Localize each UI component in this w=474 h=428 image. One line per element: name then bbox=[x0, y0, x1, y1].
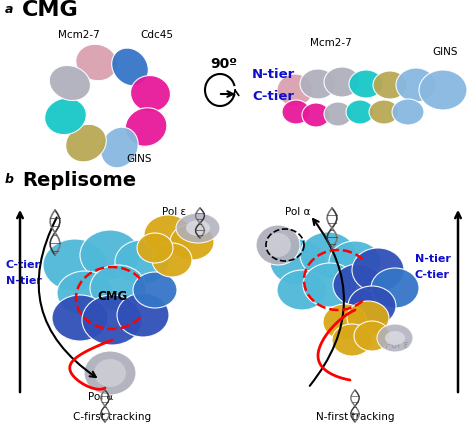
Ellipse shape bbox=[112, 48, 148, 86]
Ellipse shape bbox=[57, 271, 113, 315]
Ellipse shape bbox=[300, 232, 356, 278]
Ellipse shape bbox=[80, 230, 140, 280]
Ellipse shape bbox=[84, 351, 136, 395]
Ellipse shape bbox=[332, 324, 372, 356]
Ellipse shape bbox=[348, 286, 396, 326]
Ellipse shape bbox=[377, 324, 413, 352]
Ellipse shape bbox=[152, 243, 192, 277]
Ellipse shape bbox=[303, 263, 357, 307]
Ellipse shape bbox=[369, 100, 399, 124]
Ellipse shape bbox=[170, 224, 214, 260]
Text: N-tier: N-tier bbox=[6, 276, 42, 286]
Ellipse shape bbox=[186, 220, 210, 236]
Ellipse shape bbox=[43, 239, 107, 291]
Text: CMG: CMG bbox=[97, 290, 127, 303]
Text: C-tier: C-tier bbox=[6, 260, 41, 270]
Ellipse shape bbox=[349, 70, 383, 98]
Ellipse shape bbox=[373, 71, 407, 99]
Ellipse shape bbox=[352, 248, 404, 292]
Text: N-tier: N-tier bbox=[415, 254, 451, 264]
Text: C-tier: C-tier bbox=[252, 90, 294, 103]
Ellipse shape bbox=[115, 240, 169, 284]
Text: Pol ε: Pol ε bbox=[385, 340, 409, 350]
Ellipse shape bbox=[52, 295, 108, 341]
Ellipse shape bbox=[94, 359, 126, 387]
Ellipse shape bbox=[125, 108, 167, 146]
Ellipse shape bbox=[392, 99, 424, 125]
Ellipse shape bbox=[354, 321, 390, 351]
Ellipse shape bbox=[419, 70, 467, 110]
Ellipse shape bbox=[277, 270, 327, 310]
Text: C-tier: C-tier bbox=[415, 270, 450, 280]
Ellipse shape bbox=[82, 295, 142, 345]
Text: b: b bbox=[5, 173, 14, 186]
Text: CMG: CMG bbox=[22, 0, 79, 20]
Circle shape bbox=[93, 90, 123, 120]
Ellipse shape bbox=[49, 65, 91, 101]
Text: Pol ε: Pol ε bbox=[162, 207, 186, 217]
Text: GINS: GINS bbox=[432, 47, 457, 57]
Ellipse shape bbox=[76, 44, 118, 81]
Ellipse shape bbox=[265, 233, 291, 257]
Ellipse shape bbox=[324, 102, 352, 126]
Text: C-first tracking: C-first tracking bbox=[73, 412, 151, 422]
Text: Mcm2-7: Mcm2-7 bbox=[310, 38, 352, 48]
Text: Pol α: Pol α bbox=[88, 392, 113, 402]
Ellipse shape bbox=[130, 76, 171, 112]
Ellipse shape bbox=[90, 265, 146, 311]
Text: Pol α: Pol α bbox=[285, 207, 310, 217]
Ellipse shape bbox=[117, 293, 169, 337]
Text: Mcm2-7: Mcm2-7 bbox=[58, 30, 100, 40]
Ellipse shape bbox=[277, 74, 313, 106]
Text: a: a bbox=[5, 3, 13, 16]
Ellipse shape bbox=[385, 331, 405, 345]
Ellipse shape bbox=[282, 100, 310, 124]
Ellipse shape bbox=[329, 241, 381, 283]
Ellipse shape bbox=[176, 213, 220, 243]
Text: N-first tracking: N-first tracking bbox=[316, 412, 394, 422]
Ellipse shape bbox=[137, 233, 173, 263]
Ellipse shape bbox=[45, 98, 86, 134]
Text: N-tier: N-tier bbox=[252, 68, 295, 81]
Ellipse shape bbox=[256, 225, 300, 265]
Ellipse shape bbox=[300, 69, 336, 99]
Text: GINS: GINS bbox=[126, 154, 152, 164]
Ellipse shape bbox=[302, 103, 330, 127]
Ellipse shape bbox=[371, 268, 419, 308]
Ellipse shape bbox=[144, 215, 192, 255]
Ellipse shape bbox=[66, 124, 106, 162]
Text: Cdc45: Cdc45 bbox=[140, 30, 173, 40]
Text: Replisome: Replisome bbox=[22, 171, 136, 190]
Ellipse shape bbox=[333, 264, 383, 306]
Ellipse shape bbox=[133, 272, 177, 308]
Ellipse shape bbox=[100, 127, 138, 168]
Ellipse shape bbox=[346, 100, 374, 124]
Ellipse shape bbox=[347, 301, 389, 335]
Text: 90º: 90º bbox=[210, 57, 237, 71]
Ellipse shape bbox=[270, 239, 326, 285]
Ellipse shape bbox=[323, 304, 367, 340]
Ellipse shape bbox=[396, 68, 436, 102]
Ellipse shape bbox=[324, 67, 360, 97]
